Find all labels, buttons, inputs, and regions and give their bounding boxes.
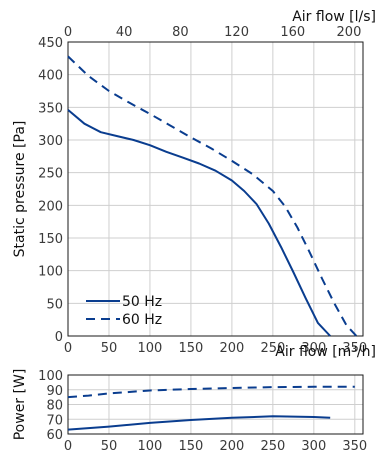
pressure-y-tick-label: 50 [46, 297, 63, 312]
pressure-y-tick-label: 350 [38, 101, 63, 116]
pressure-x-tick-label: 300 [301, 341, 326, 356]
power-x-tick-label: 300 [301, 439, 326, 454]
pressure-x2-tick-label: 120 [224, 25, 249, 40]
pressure-y-tick-label: 200 [38, 199, 63, 214]
power-x-tick-label: 50 [101, 439, 118, 454]
power-plot-frame [67, 374, 364, 435]
power-x-tick-label: 150 [179, 439, 204, 454]
pressure-x-tick-label: 150 [179, 341, 204, 356]
pressure-x-tick-label: 250 [260, 341, 285, 356]
pressure-plot-frame [67, 41, 364, 337]
power-series-50hz-line [67, 415, 331, 431]
legend: 50 Hz 60 Hz [86, 294, 162, 328]
power-y-tick-label: 70 [46, 413, 63, 428]
pressure-y-tick-label: 450 [38, 36, 63, 51]
pressure-y-axis-title: Static pressure [Pa] [12, 121, 28, 258]
pressure-x-tick-label: 350 [342, 341, 367, 356]
power-y-tick-label: 100 [38, 369, 63, 384]
pressure-x-tick-label: 100 [138, 341, 163, 356]
secondary-x-axis-title: Air flow [l/s] [292, 9, 376, 25]
power-x-tick-label: 350 [342, 439, 367, 454]
pressure-y-tick-label: 0 [55, 330, 63, 345]
pressure-y-tick-label: 100 [38, 265, 63, 280]
pressure-series-50hz-line [67, 109, 331, 337]
legend-label-50hz: 50 Hz [122, 294, 162, 310]
pressure-x-tick-label: 0 [64, 341, 72, 356]
pressure-y-tick-label: 300 [38, 134, 63, 149]
pressure-x-tick-label: 50 [101, 341, 118, 356]
pressure-x2-tick-label: 200 [337, 25, 362, 40]
power-y-tick-label: 60 [46, 428, 63, 443]
legend-label-60hz: 60 Hz [122, 312, 162, 328]
power-x-tick-label: 0 [64, 439, 72, 454]
pressure-x-tick-label: 200 [219, 341, 244, 356]
power-x-tick-label: 200 [219, 439, 244, 454]
power-series-60hz-line [67, 385, 355, 399]
pressure-x2-tick-label: 160 [280, 25, 305, 40]
pressure-x2-tick-label: 80 [172, 25, 189, 40]
power-x-tick-label: 250 [260, 439, 285, 454]
power-y-axis-title: Power [W] [12, 369, 28, 441]
power-y-tick-label: 90 [46, 384, 63, 399]
pressure-series-60hz-line [67, 55, 358, 337]
pressure-y-tick-label: 250 [38, 167, 63, 182]
x-axis-title: Air flow [m³/h] [275, 344, 376, 360]
pressure-y-tick-label: 150 [38, 232, 63, 247]
power-y-tick-label: 80 [46, 399, 63, 414]
pressure-y-tick-label: 400 [38, 69, 63, 84]
pressure-x2-tick-label: 40 [116, 25, 133, 40]
power-x-tick-label: 100 [138, 439, 163, 454]
pressure-x2-tick-label: 0 [64, 25, 72, 40]
